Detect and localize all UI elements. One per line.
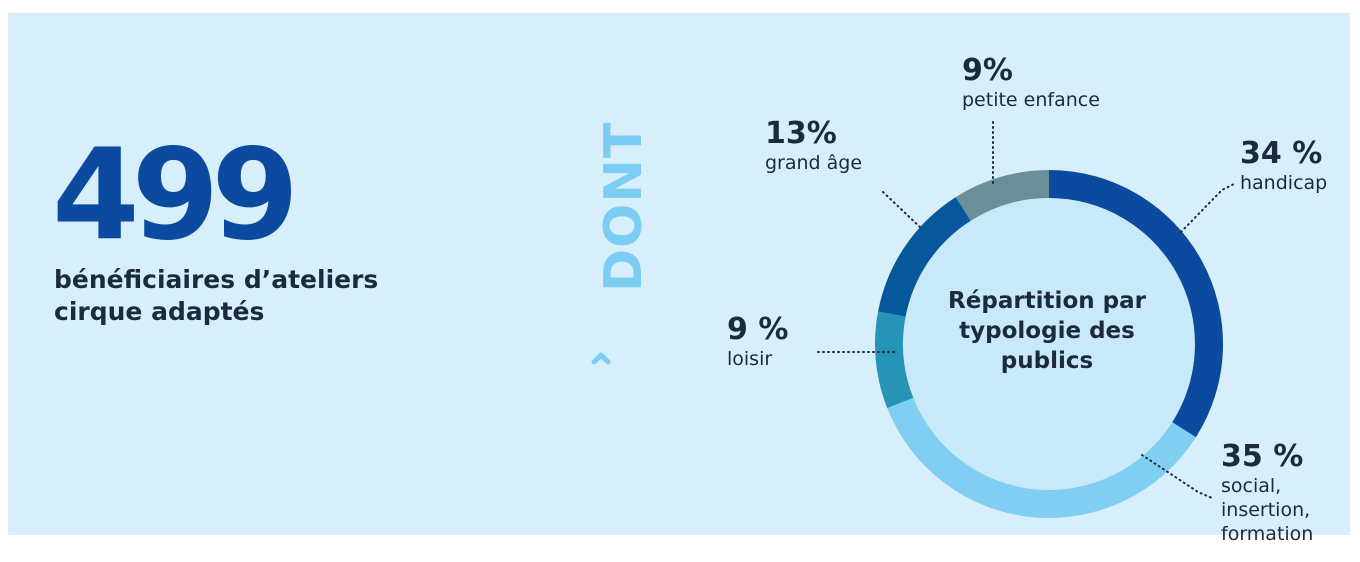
slice-percent: 35 %	[1221, 439, 1304, 474]
donut-slice-handicap	[1049, 170, 1223, 438]
leader-line-handicap	[1180, 183, 1235, 233]
donut-slice-petite-enfance	[955, 170, 1049, 221]
beneficiaries-label: bénéficiaires d’ateliers cirque adaptés	[54, 265, 379, 326]
donut-slice-social	[887, 397, 1196, 519]
slice-percent: 9 %	[727, 312, 789, 347]
slice-name: grand âge	[765, 152, 863, 174]
slice-name: handicap	[1240, 172, 1328, 194]
slice-name: loisir	[727, 348, 773, 370]
slice-label-handicap: 34 % handicap	[1240, 137, 1327, 195]
slice-name: petite enfance	[962, 89, 1100, 111]
slice-percent: 9%	[962, 53, 1013, 88]
chevron-right-icon	[591, 352, 611, 365]
beneficiaries-count: 499	[52, 121, 299, 268]
slice-label-petite-enfance: 9% petite enfance	[962, 54, 1100, 112]
leader-line-grand-age	[882, 191, 923, 230]
slice-label-grand-age: 13% grand âge	[765, 117, 862, 175]
slice-label-social: 35 % social, insertion, formation	[1221, 440, 1351, 546]
slice-percent: 34 %	[1240, 136, 1323, 171]
donut-slice-grand-age	[878, 197, 971, 317]
donut-inner-fill	[895, 190, 1203, 498]
slice-percent: 13%	[765, 116, 837, 151]
slice-label-loisir: 9 % loisir	[727, 313, 788, 371]
donut-center-title: Répartition par typologie des publics	[948, 288, 1146, 374]
slice-name: social, insertion, formation	[1221, 475, 1314, 545]
donut-slice-loisir	[874, 311, 914, 409]
